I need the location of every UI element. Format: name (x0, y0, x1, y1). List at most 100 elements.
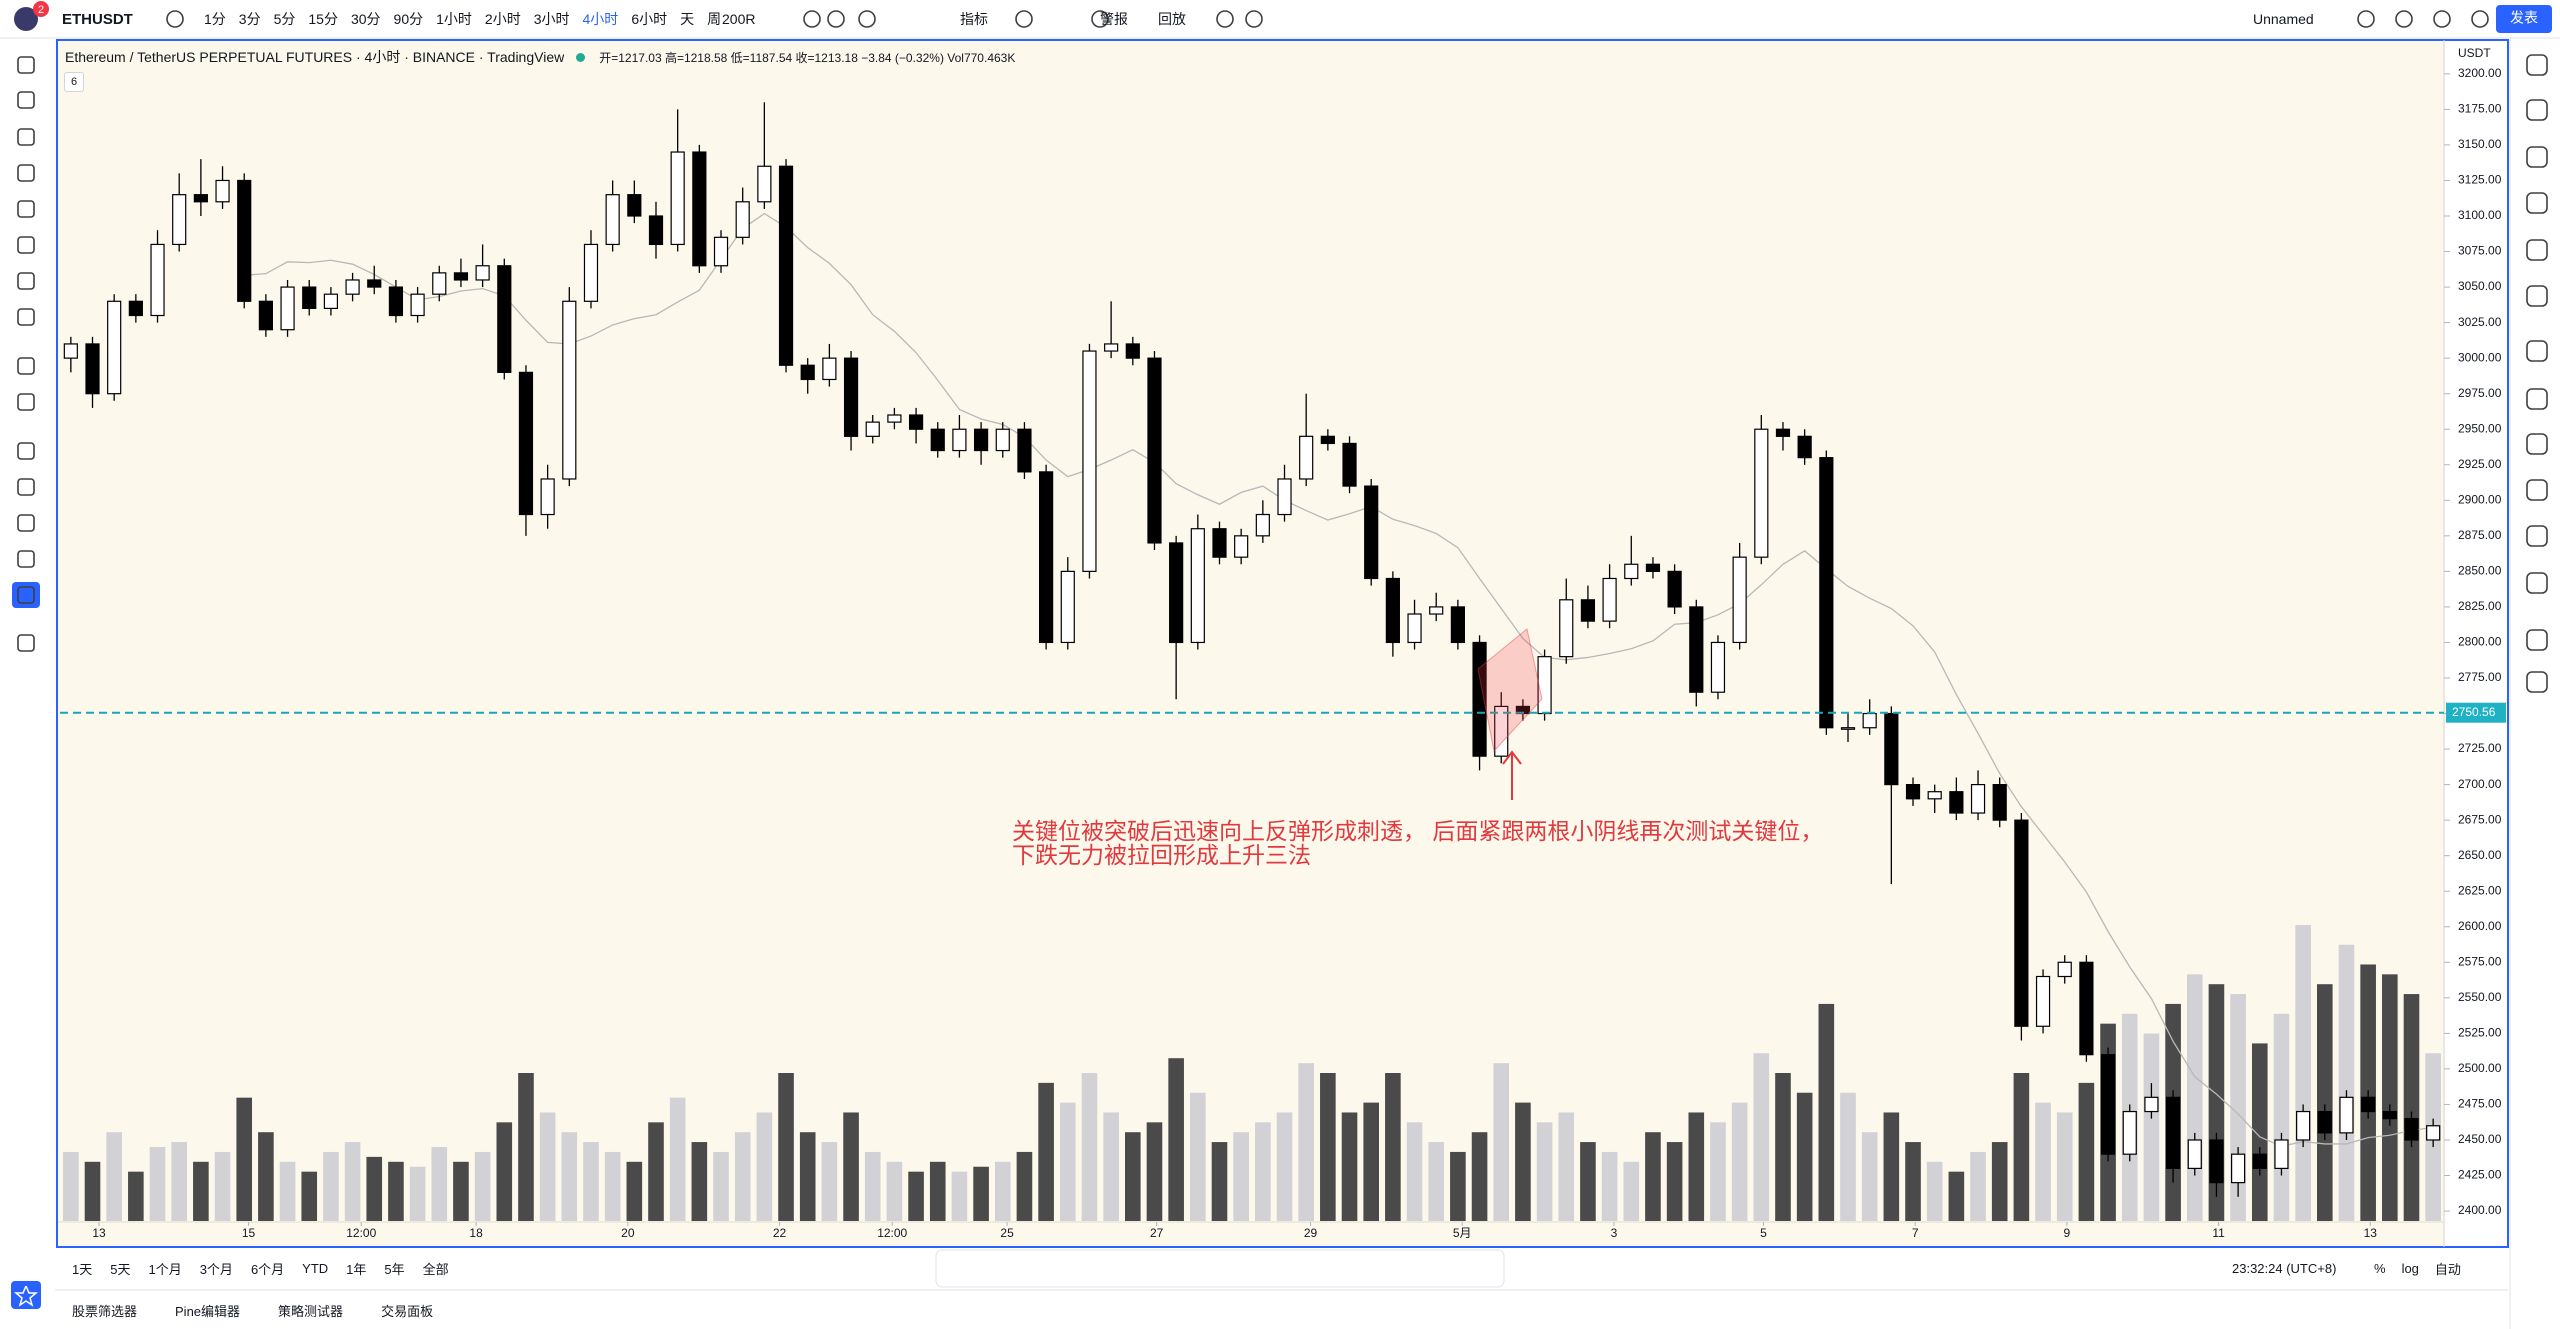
interval[interactable]: 6小时 (631, 11, 668, 27)
sidebar-icon[interactable] (2526, 388, 2548, 410)
layout-name[interactable]: Unnamed (2253, 0, 2314, 38)
tool-icon[interactable] (17, 308, 35, 326)
indicators[interactable]: 指标 (960, 0, 988, 38)
sidebar-icon[interactable] (2526, 572, 2548, 594)
range-button[interactable]: YTD (302, 1260, 329, 1276)
replay[interactable]: 回放 (1158, 0, 1186, 38)
top-icon[interactable] (1015, 10, 1033, 28)
tool-icon[interactable] (17, 128, 35, 146)
range-button[interactable]: 3个月 (199, 1261, 233, 1277)
tool-icon[interactable] (17, 586, 35, 604)
footer-tab[interactable]: 策略测试器 (278, 1303, 344, 1319)
range-button[interactable]: 5天 (110, 1261, 131, 1277)
alert[interactable]: 警报 (1100, 0, 1128, 38)
y-tick-label: 2850.00 (2458, 564, 2502, 578)
interval[interactable]: 4小时 (582, 11, 619, 27)
publish-button[interactable] (2496, 5, 2552, 33)
top-icon[interactable] (2471, 10, 2489, 28)
sidebar-icon[interactable] (2526, 99, 2548, 121)
log-toggle[interactable]: log (2401, 1260, 2419, 1276)
volume-bar (669, 1097, 686, 1221)
top-icon[interactable] (827, 10, 845, 28)
top-icon[interactable] (2395, 10, 2413, 28)
sidebar-icon[interactable] (2526, 629, 2548, 651)
footer-tab[interactable]: 股票筛选器 (72, 1303, 138, 1319)
tool-icon[interactable] (17, 634, 35, 652)
tool-icon[interactable] (17, 478, 35, 496)
sidebar-icon[interactable] (2526, 433, 2548, 455)
auto-toggle[interactable]: 自动 (2434, 1261, 2461, 1277)
tool-icon[interactable] (17, 272, 35, 290)
collapse-count[interactable]: 6 (71, 76, 78, 88)
top-icon[interactable] (1091, 10, 1109, 28)
y-tick-label: 2650.00 (2458, 848, 2502, 862)
bar-count-text[interactable]: 200R (722, 11, 756, 27)
top-icon[interactable] (166, 10, 184, 28)
tool-icon[interactable] (17, 164, 35, 182)
range-button[interactable]: 1个月 (148, 1261, 182, 1277)
interval[interactable]: 周 (707, 11, 722, 27)
sidebar-icon[interactable] (2526, 146, 2548, 168)
top-icon[interactable] (1216, 10, 1234, 28)
tool-icon[interactable] (17, 393, 35, 411)
tool-icon[interactable] (17, 200, 35, 218)
y-tick-label: 2425.00 (2458, 1168, 2502, 1182)
top-icon[interactable] (858, 10, 876, 28)
range-button[interactable]: 1年 (346, 1261, 367, 1277)
tool-icon[interactable] (17, 550, 35, 568)
interval[interactable]: 15分 (308, 11, 338, 27)
range-button[interactable]: 1天 (72, 1261, 93, 1277)
sidebar-icon[interactable] (2526, 54, 2548, 76)
top-icon[interactable] (1245, 10, 1263, 28)
favorites-button[interactable] (11, 1281, 41, 1309)
avatar[interactable] (14, 7, 38, 31)
candle-body (237, 179, 252, 302)
interval[interactable]: 天 (680, 11, 695, 27)
interval[interactable]: 3分 (238, 11, 261, 27)
tool-icon[interactable] (17, 357, 35, 375)
range-button[interactable]: 6个月 (250, 1261, 285, 1277)
top-icon[interactable] (803, 10, 821, 28)
legend-title-text: Ethereum / TetherUS PERPETUAL FUTURES · … (65, 49, 565, 65)
volume-bar (583, 1142, 599, 1221)
footer-tab[interactable]: 交易面板 (381, 1303, 434, 1319)
legend-collapse[interactable]: 6 (64, 72, 85, 92)
sidebar-icon[interactable] (2526, 239, 2548, 261)
interval[interactable]: 3小时 (533, 11, 570, 27)
sidebar-icon[interactable] (2526, 525, 2548, 547)
volume-bar (1905, 1142, 1921, 1221)
symbol-text[interactable]: ETHUSDT (62, 10, 133, 28)
drawing-toolbar (935, 1249, 1505, 1288)
sidebar-icon[interactable] (2526, 671, 2548, 693)
sidebar-icon[interactable] (2526, 192, 2548, 214)
sidebar-icon[interactable] (2526, 340, 2548, 362)
layout-name-text[interactable]: Unnamed (2253, 11, 2314, 27)
alert-text[interactable]: 警报 (1100, 11, 1128, 27)
tool-icon[interactable] (17, 56, 35, 74)
publish-label[interactable]: 发表 (2510, 10, 2538, 26)
bar-count[interactable]: 200R (722, 0, 755, 38)
percent-toggle[interactable]: % (2374, 1260, 2386, 1276)
interval[interactable]: 30分 (350, 11, 381, 27)
sidebar-icon[interactable] (2526, 285, 2548, 307)
replay-text[interactable]: 回放 (1158, 11, 1186, 27)
interval[interactable]: 90分 (393, 11, 424, 27)
top-icon[interactable] (2357, 10, 2375, 28)
tool-icon[interactable] (17, 91, 35, 109)
tool-icon[interactable] (17, 514, 35, 532)
range-button[interactable]: 全部 (422, 1261, 449, 1277)
indicators-text[interactable]: 指标 (960, 11, 988, 27)
footer-tab[interactable]: Pine编辑器 (175, 1303, 241, 1319)
tool-icon[interactable] (17, 236, 35, 254)
symbol[interactable]: ETHUSDT (62, 0, 133, 38)
tool-icon[interactable] (17, 442, 35, 460)
interval[interactable]: 2小时 (484, 11, 521, 27)
range-button[interactable]: 5年 (384, 1261, 405, 1277)
interval[interactable]: 1小时 (436, 11, 472, 27)
active-tool[interactable] (12, 582, 40, 608)
interval[interactable]: 5分 (273, 11, 296, 27)
top-icon[interactable] (2433, 10, 2451, 28)
interval[interactable]: 1分 (204, 11, 226, 27)
sidebar-icon[interactable] (2526, 479, 2548, 501)
candle-body (843, 357, 859, 437)
